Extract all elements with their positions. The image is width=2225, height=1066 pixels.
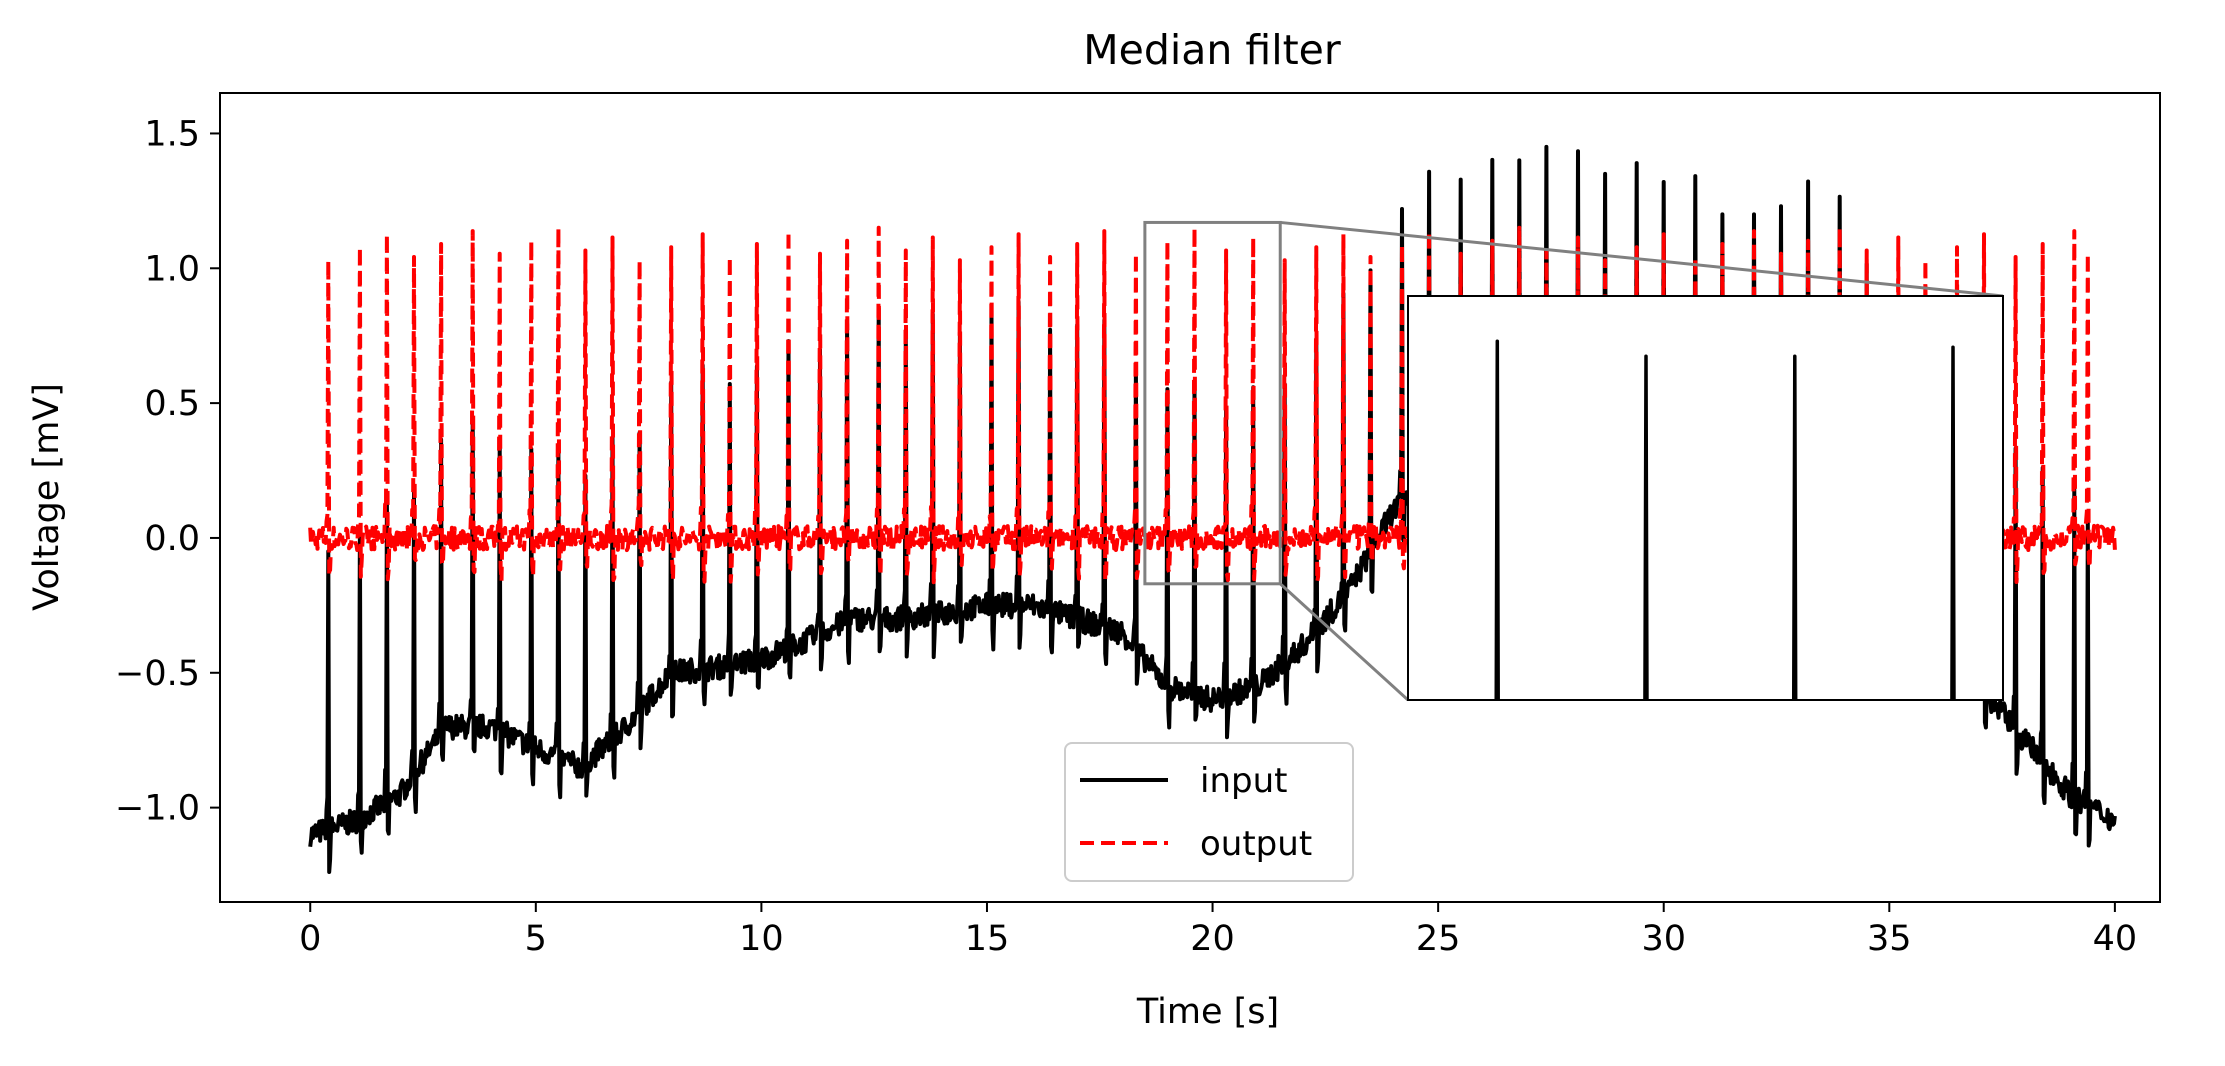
legend-output-label: output: [1200, 824, 1312, 864]
legend: input output: [1064, 742, 1354, 882]
x-tick-label: 30: [1641, 919, 1686, 959]
y-tick-label: −0.5: [115, 654, 200, 694]
legend-box: [1064, 742, 1354, 882]
x-tick-label: 20: [1190, 919, 1235, 959]
x-tick-label: 40: [2093, 919, 2138, 959]
y-tick-label: −1.0: [115, 789, 200, 829]
inset-frame: [1407, 295, 2004, 701]
y-tick-label: 0.0: [144, 519, 200, 559]
zoom-region-box: [1143, 220, 1282, 586]
x-tick-label: 0: [299, 919, 321, 959]
inset-axes: [1407, 295, 2004, 701]
x-axis-ticks: 0 5 10 15 20 25 30 35 40: [299, 902, 2137, 959]
y-axis-label: Voltage [mV]: [27, 383, 67, 611]
chart-title: Median filter: [1083, 26, 1341, 74]
zoom-connector-top: [1280, 220, 2004, 298]
zoom-connector-bottom: [1279, 582, 1410, 702]
x-tick-label: 10: [739, 919, 784, 959]
y-tick-label: 0.5: [144, 384, 200, 424]
x-tick-label: 5: [525, 919, 547, 959]
inset-background: [1408, 296, 2003, 700]
x-tick-label: 15: [965, 919, 1010, 959]
x-tick-label: 35: [1867, 919, 1912, 959]
x-tick-label: 25: [1416, 919, 1461, 959]
y-axis-ticks: −1.0 −0.5 0.0 0.5 1.0 1.5: [115, 114, 220, 829]
y-tick-label: 1.0: [144, 249, 200, 289]
zoom-indicator: [1143, 220, 2004, 702]
y-tick-label: 1.5: [144, 114, 200, 154]
x-axis-label: Time [s]: [1136, 992, 1279, 1032]
axes-frame: [219, 92, 2161, 903]
legend-input-label: input: [1200, 761, 1287, 801]
